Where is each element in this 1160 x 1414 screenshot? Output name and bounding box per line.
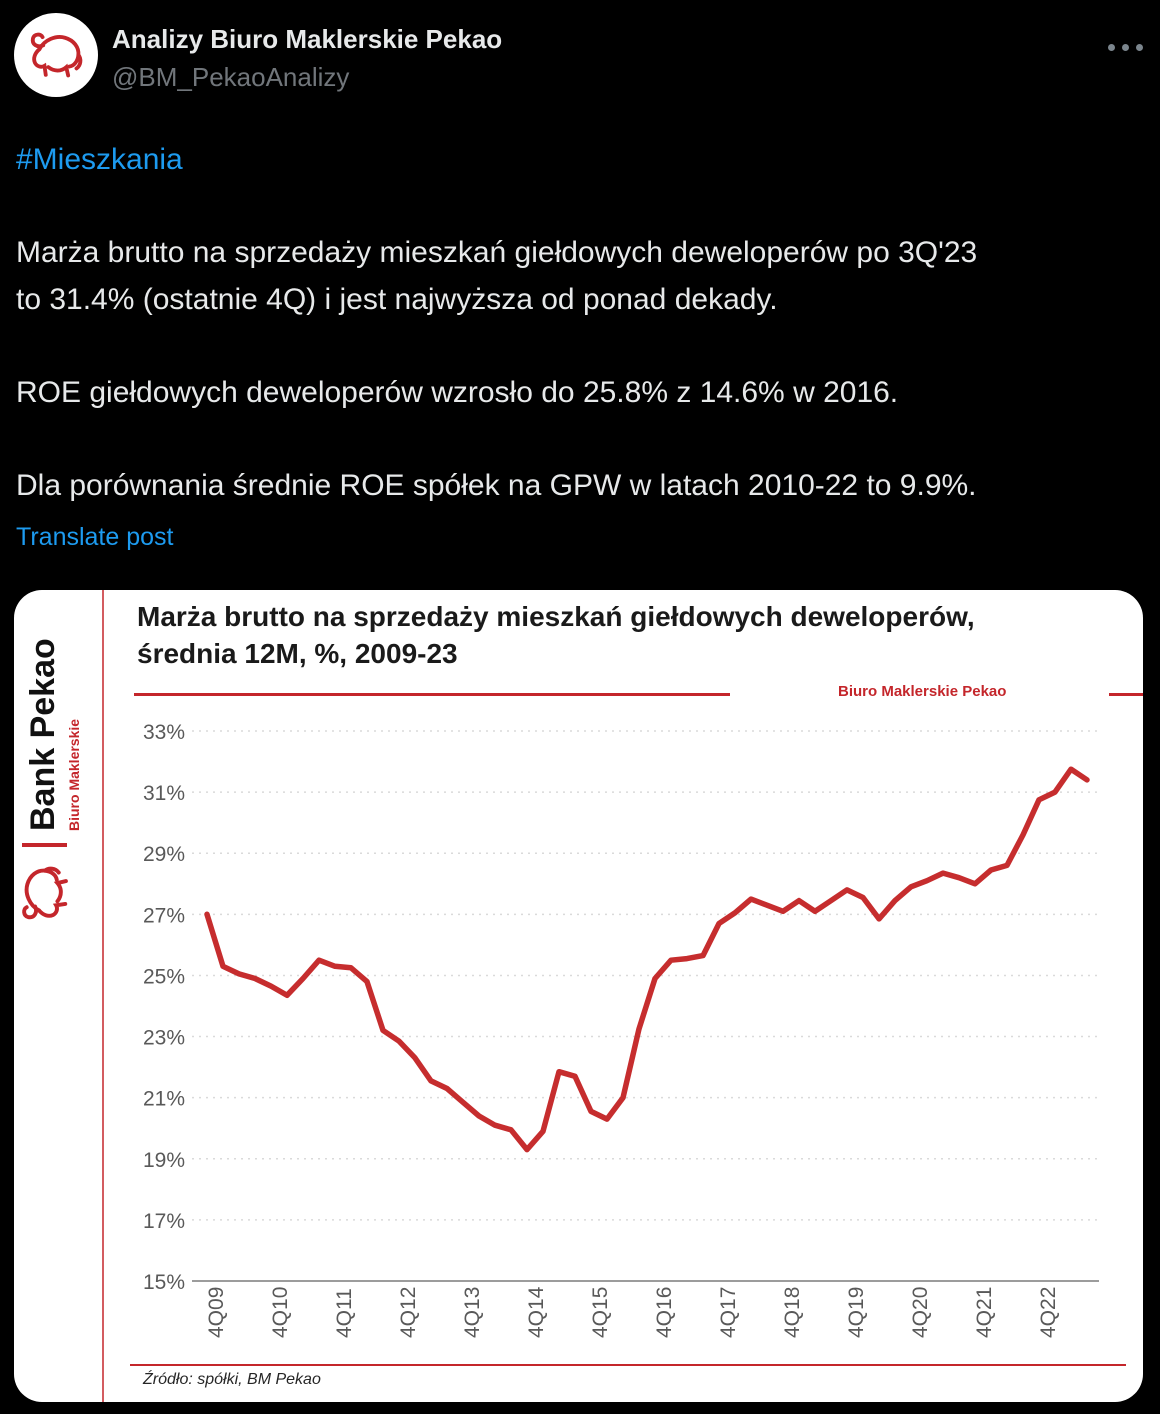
post-paragraph-1: Marża brutto na sprzedaży mieszkań giełd… — [16, 236, 978, 316]
y-tick-label: 25% — [143, 965, 185, 988]
y-tick-label: 29% — [143, 843, 185, 866]
x-tick-label: 4Q12 — [397, 1287, 420, 1338]
post-body: #Mieszkania Marża brutto na sprzedaży mi… — [16, 136, 1144, 553]
title-underline — [134, 693, 730, 696]
x-tick-label: 4Q11 — [333, 1288, 356, 1338]
x-tick-label: 4Q14 — [525, 1286, 548, 1338]
title-underline-right — [1109, 693, 1143, 696]
y-tick-label: 21% — [143, 1088, 185, 1111]
translate-post-link[interactable]: Translate post — [16, 523, 174, 551]
hashtag-link[interactable]: #Mieszkania — [16, 143, 183, 176]
x-tick-label: 4Q22 — [1037, 1287, 1060, 1338]
author-name[interactable]: Analizy Biuro Maklerskie Pekao — [112, 24, 503, 54]
brand-divider — [22, 843, 67, 847]
x-tick-label: 4Q10 — [269, 1287, 292, 1338]
source-text: Źródło: spółki, BM Pekao — [143, 1371, 321, 1388]
dot — [1108, 44, 1115, 51]
dot — [1122, 44, 1129, 51]
pekao-bison-icon — [30, 32, 83, 78]
x-tick-label: 4Q19 — [845, 1287, 868, 1338]
dot — [1136, 44, 1143, 51]
watermark-text: Biuro Maklerskie Pekao — [838, 683, 1007, 700]
y-tick-label: 19% — [143, 1149, 185, 1172]
y-tick-label: 15% — [143, 1271, 185, 1294]
line-chart: 15% 17% 19% 21% 23% 25% 27% 29% 31% 33% 4Q09 4Q10 4Q… — [143, 721, 1099, 1338]
x-tick-label: 4Q18 — [781, 1287, 804, 1338]
author-handle[interactable]: @BM_PekaoAnalizy — [112, 62, 350, 92]
x-tick-label: 4Q20 — [909, 1287, 932, 1338]
y-tick-label: 23% — [143, 1027, 185, 1050]
x-tick-label: 4Q09 — [205, 1287, 228, 1338]
avatar[interactable] — [14, 13, 98, 97]
more-options-icon[interactable] — [1108, 44, 1143, 51]
y-tick-label: 17% — [143, 1210, 185, 1233]
sidebar-rule — [102, 590, 104, 1402]
chart-title: Marża brutto na sprzedaży mieszkań giełd… — [137, 601, 975, 669]
y-tick-label: 31% — [143, 782, 185, 805]
margin-series-line — [204, 766, 1090, 1153]
x-tick-label: 4Q15 — [589, 1287, 612, 1338]
x-tick-label: 4Q13 — [461, 1287, 484, 1338]
post-paragraph-3: Dla porównania średnie ROE spółek na GPW… — [16, 469, 977, 502]
x-tick-label: 4Q16 — [653, 1287, 676, 1338]
hashtag-line: #Mieszkania — [16, 136, 1144, 183]
y-tick-label: 27% — [143, 904, 185, 927]
source-rule — [130, 1364, 1126, 1366]
chart-image-attachment[interactable]: Bank Pekao Biuro Maklerskie Marża brutto… — [14, 590, 1143, 1402]
x-tick-label: 4Q17 — [717, 1287, 740, 1338]
post-paragraph-2: ROE giełdowych deweloperów wzrosło do 25… — [16, 376, 899, 409]
x-tick-label: 4Q21 — [973, 1287, 996, 1338]
y-tick-label: 33% — [143, 721, 185, 744]
